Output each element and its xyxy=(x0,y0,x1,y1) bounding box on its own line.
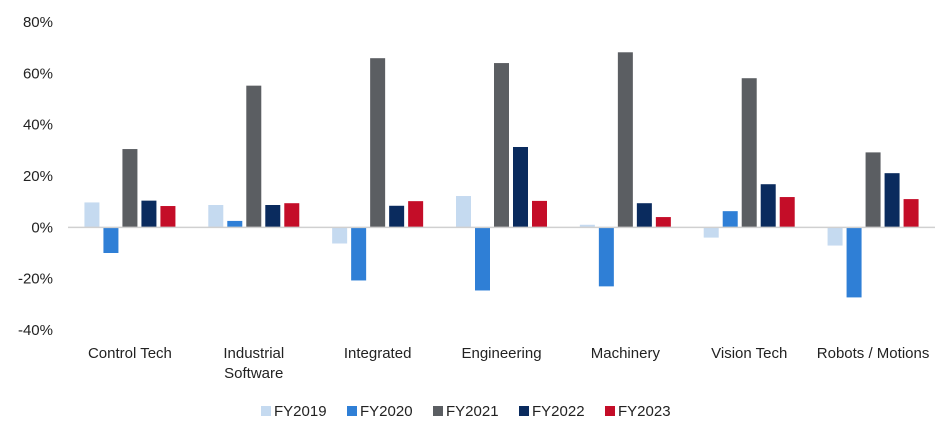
legend-swatch xyxy=(519,406,529,416)
bar-fy2022 xyxy=(141,200,157,228)
x-category-label-line: Software xyxy=(224,365,283,382)
legend-swatch xyxy=(347,406,357,416)
bar-fy2019 xyxy=(84,202,100,228)
legend-item: FY2020 xyxy=(347,403,413,420)
bar-fy2022 xyxy=(265,205,281,228)
x-category-label-line: Machinery xyxy=(591,345,661,362)
bar-group xyxy=(84,149,176,253)
bar-group xyxy=(827,152,919,298)
x-category-label: Vision Tech xyxy=(711,345,787,362)
legend-label: FY2021 xyxy=(446,403,499,420)
bar-fy2023 xyxy=(532,200,547,228)
bar-fy2021 xyxy=(246,85,262,228)
y-tick-label: 20% xyxy=(23,168,53,185)
y-tick-label: 80% xyxy=(23,14,53,31)
bar-fy2021 xyxy=(370,58,386,228)
legend-label: FY2022 xyxy=(532,403,585,420)
legend: FY2019 FY2020 FY2021 FY2022 FY2023 xyxy=(261,403,671,420)
x-category-label-line: Engineering xyxy=(461,345,541,362)
bar-fy2023 xyxy=(779,197,795,228)
bar-group xyxy=(579,52,671,287)
legend-label: FY2020 xyxy=(360,403,413,420)
legend-item: FY2021 xyxy=(433,403,499,420)
x-category-label-line: Integrated xyxy=(344,345,412,362)
x-category-label: Integrated xyxy=(344,345,412,362)
bar-fy2020 xyxy=(103,227,119,253)
bar-group xyxy=(456,63,547,291)
bar-fy2019 xyxy=(827,227,843,246)
bar-fy2022 xyxy=(760,184,776,228)
bar-fy2021 xyxy=(865,152,881,228)
x-category-label: Industrial Software xyxy=(223,345,284,382)
legend-swatch xyxy=(261,406,271,416)
x-category-label-line: Vision Tech xyxy=(711,345,787,362)
legend-swatch xyxy=(433,406,443,416)
x-axis: Control Tech Industrial Software Integrated… xyxy=(88,345,929,382)
bar-group xyxy=(208,85,300,228)
x-category-label: Machinery xyxy=(591,345,661,362)
bar-fy2022 xyxy=(884,173,900,228)
x-category-label: Control Tech xyxy=(88,345,172,362)
bar-group xyxy=(703,78,795,238)
bar-fy2023 xyxy=(903,199,919,228)
y-tick-label: -40% xyxy=(18,322,53,339)
bar-fy2020 xyxy=(351,227,367,281)
bar-fy2023 xyxy=(655,217,671,228)
x-category-label-line: Robots / Motions xyxy=(817,345,930,362)
bar-fy2020 xyxy=(598,227,614,287)
legend-label: FY2023 xyxy=(618,403,671,420)
bar-fy2020 xyxy=(227,220,243,228)
y-tick-label: 0% xyxy=(31,219,53,236)
bar-group xyxy=(332,58,424,281)
bar-fy2020 xyxy=(722,211,738,228)
bar-fy2022 xyxy=(513,146,528,228)
bar-fy2022 xyxy=(636,203,652,228)
bars xyxy=(84,52,919,298)
y-tick-label: 40% xyxy=(23,117,53,134)
bar-fy2019 xyxy=(456,196,471,228)
x-category-label-line: Control Tech xyxy=(88,345,172,362)
legend-item: FY2019 xyxy=(261,403,327,420)
bar-fy2020 xyxy=(475,227,490,291)
bar-fy2023 xyxy=(160,206,176,228)
bar-fy2020 xyxy=(846,227,862,298)
bar-fy2023 xyxy=(284,203,300,228)
bar-fy2019 xyxy=(579,224,595,228)
x-category-label: Robots / Motions xyxy=(817,345,930,362)
x-category-label-line: Industrial xyxy=(223,345,284,362)
bar-fy2022 xyxy=(389,205,405,228)
bar-fy2021 xyxy=(741,78,757,228)
bar-fy2019 xyxy=(208,205,224,228)
legend-swatch xyxy=(605,406,615,416)
legend-item: FY2023 xyxy=(605,403,671,420)
y-tick-label: 60% xyxy=(23,65,53,82)
legend-item: FY2022 xyxy=(519,403,585,420)
x-category-label: Engineering xyxy=(461,345,541,362)
bar-fy2019 xyxy=(703,227,719,238)
bar-fy2019 xyxy=(332,227,348,244)
bar-fy2023 xyxy=(408,201,424,228)
y-axis: 80% 60% 40% 20% 0% -20% -40% xyxy=(18,14,53,339)
legend-label: FY2019 xyxy=(274,403,327,420)
bar-fy2021 xyxy=(122,149,138,228)
bar-fy2021 xyxy=(494,63,509,228)
bar-fy2021 xyxy=(617,52,633,228)
y-tick-label: -20% xyxy=(18,271,53,288)
